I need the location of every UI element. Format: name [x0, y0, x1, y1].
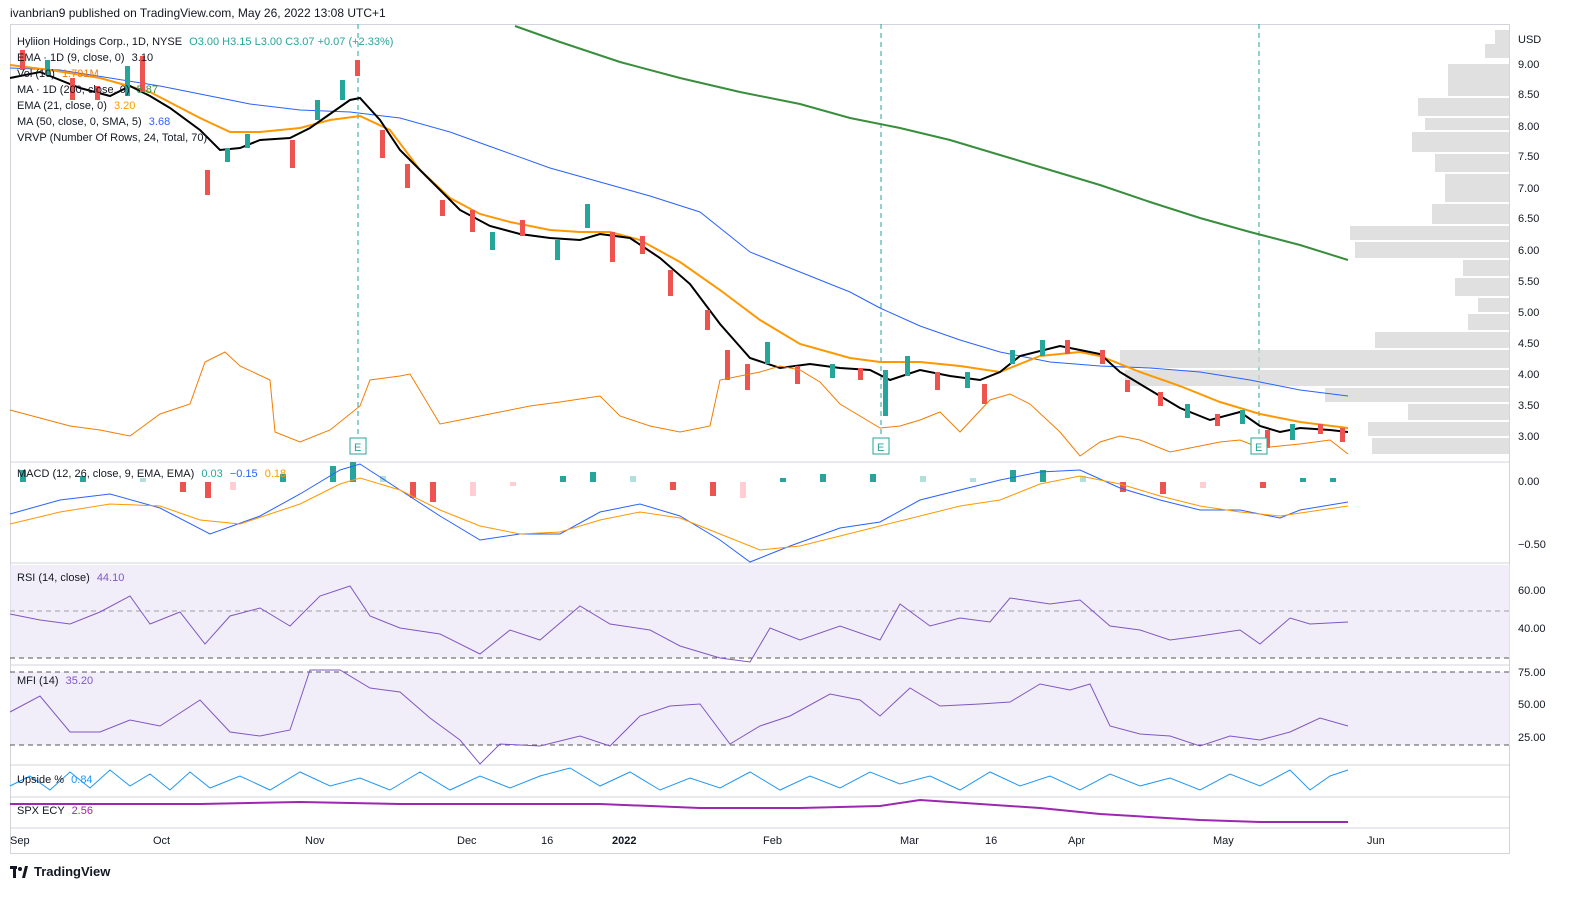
time-tick: Sep [10, 835, 30, 847]
vrvp-label: VRVP (Number Of Rows, 24, Total, 70) [17, 132, 208, 144]
volume-line [9, 351, 1349, 457]
volume-value: 1.791M [61, 68, 99, 80]
legend-ema9[interactable]: EMA · 1D (9, close, 0) 3.10 [17, 52, 153, 64]
rsi-label: RSI (14, close) [17, 572, 90, 584]
rsi-tick: 60.00 [1518, 585, 1546, 597]
tradingview-logo-icon [10, 865, 28, 878]
ohlc-values: O3.00 H3.15 L3.00 C3.07 +0.07 (+2.33%) [189, 36, 394, 48]
macd-hist-value: 0.03 [201, 468, 223, 480]
price-tick: 5.50 [1518, 276, 1540, 288]
price-tick: 3.50 [1518, 400, 1540, 412]
macd-signal-line [9, 475, 1349, 551]
mfi-label: MFI (14) [17, 675, 59, 687]
spx-ecy-label: SPX ECY [17, 805, 65, 817]
upside-line [9, 767, 1349, 791]
time-tick: 16 [985, 835, 998, 847]
price-tick: 9.00 [1518, 59, 1540, 71]
spx-ecy-value: 2.56 [71, 805, 93, 817]
earnings-markers[interactable]: E E E [349, 437, 1268, 455]
ema9-value: 3.10 [131, 52, 154, 64]
legend-main[interactable]: Hyliion Holdings Corp., 1D, NYSE O3.00 H… [17, 36, 393, 48]
macd-tick: 0.00 [1518, 476, 1540, 488]
vrvp-histogram [1120, 30, 1510, 454]
ma50-label: MA (50, close, 0, SMA, 5) [17, 116, 142, 128]
ma200-value: 5.87 [136, 84, 158, 96]
price-axis[interactable]: USD 9.00 8.50 8.00 7.50 7.00 6.50 6.00 5… [1510, 24, 1585, 854]
macd-tick: −0.50 [1518, 539, 1546, 551]
ma50-line [9, 67, 1349, 397]
time-tick: Oct [153, 835, 171, 847]
ema21-line [9, 64, 1349, 429]
volume-label: Vol (10) [17, 68, 55, 80]
price-tick: 8.50 [1518, 89, 1540, 101]
time-tick: Mar [900, 835, 919, 847]
price-tick: 5.00 [1518, 307, 1540, 319]
legend-ma50[interactable]: MA (50, close, 0, SMA, 5) 3.68 [17, 116, 170, 128]
mfi-tick: 75.00 [1518, 667, 1546, 679]
price-tick: 6.00 [1518, 245, 1540, 257]
ema9-line [9, 70, 1349, 434]
legend-spx-ecy[interactable]: SPX ECY 2.56 [17, 805, 93, 817]
ma200-label: MA · 1D (200, close, 0) [17, 84, 130, 96]
ema21-label: EMA (21, close, 0) [17, 100, 107, 112]
price-tick: 3.00 [1518, 431, 1540, 443]
time-tick: Nov [305, 835, 325, 847]
time-tick: 2022 [612, 835, 637, 847]
ma50-value: 3.68 [148, 116, 171, 128]
earnings-marker-label: E [354, 442, 361, 454]
rsi-tick: 40.00 [1518, 623, 1546, 635]
macd-line-value: −0.15 [229, 468, 258, 480]
price-tick: 8.00 [1518, 121, 1540, 133]
rsi-line [9, 585, 1349, 663]
ma200-line [514, 25, 1349, 261]
upside-value: 0.84 [71, 774, 93, 786]
mfi-value: 35.20 [65, 675, 94, 687]
price-tick: 6.50 [1518, 213, 1540, 225]
time-tick: Jun [1367, 835, 1385, 847]
macd-label: MACD (12, 26, close, 9, EMA, EMA) [17, 468, 195, 480]
time-tick: 16 [541, 835, 554, 847]
footer: TradingView [10, 864, 110, 879]
rsi-value: 44.10 [96, 572, 125, 584]
legend-mfi[interactable]: MFI (14) 35.20 [17, 675, 93, 687]
ema21-value: 3.20 [113, 100, 136, 112]
legend-macd[interactable]: MACD (12, 26, close, 9, EMA, EMA) 0.03 −… [17, 468, 286, 480]
legend-ema21[interactable]: EMA (21, close, 0) 3.20 [17, 100, 135, 112]
mfi-line [9, 669, 1349, 765]
price-tick: 7.00 [1518, 183, 1540, 195]
earnings-marker-label: E [877, 442, 884, 454]
brand-name: TradingView [34, 864, 111, 879]
macd-line [9, 463, 1349, 563]
time-tick: Apr [1068, 835, 1086, 847]
legend-volume[interactable]: Vol (10) 1.791M [17, 68, 99, 80]
mfi-band [10, 672, 1510, 745]
legend-upside[interactable]: Upside % 0.84 [17, 774, 93, 786]
spx-ecy-line [10, 798, 1348, 823]
legend-rsi[interactable]: RSI (14, close) 44.10 [17, 572, 124, 584]
macd-signal-value: 0.18 [264, 468, 287, 480]
symbol-title: Hyliion Holdings Corp., 1D, NYSE [17, 36, 183, 48]
time-tick: Feb [763, 835, 782, 847]
time-tick: May [1213, 835, 1234, 847]
mfi-tick: 25.00 [1518, 732, 1546, 744]
earnings-marker-label: E [1255, 442, 1262, 454]
mfi-tick: 50.00 [1518, 699, 1546, 711]
legend-ma200[interactable]: MA · 1D (200, close, 0) 5.87 [17, 84, 158, 96]
currency-label: USD [1518, 34, 1542, 46]
ema9-label: EMA · 1D (9, close, 0) [17, 52, 125, 64]
price-tick: 4.00 [1518, 369, 1540, 381]
price-tick: 4.50 [1518, 338, 1540, 350]
time-tick: Dec [457, 835, 477, 847]
price-tick: 7.50 [1518, 151, 1540, 163]
upside-label: Upside % [17, 774, 65, 786]
legend-vrvp[interactable]: VRVP (Number Of Rows, 24, Total, 70) [17, 132, 207, 144]
publish-header: ivanbrian9 published on TradingView.com,… [10, 6, 386, 20]
